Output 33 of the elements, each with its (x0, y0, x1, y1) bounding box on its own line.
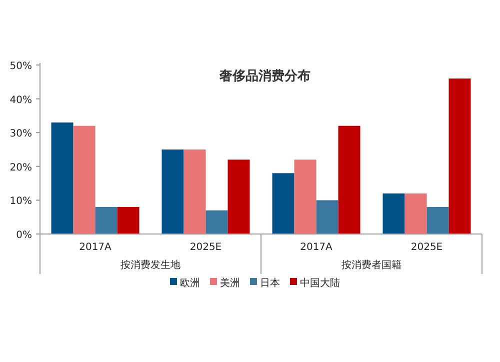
bar (404, 193, 427, 234)
bar (382, 193, 405, 234)
legend-label: 欧洲 (180, 277, 200, 289)
x-tick-label: 2025E (410, 242, 443, 253)
bar (51, 122, 74, 234)
legend-label: 美洲 (220, 277, 240, 289)
bar (448, 78, 471, 234)
legend-label: 中国大陆 (300, 277, 340, 289)
bar (426, 206, 449, 234)
x-tick-label: 2017A (300, 242, 333, 253)
bar (117, 206, 140, 234)
legend-label: 日本 (260, 277, 280, 289)
bar (162, 150, 184, 234)
x-tick-label: 2017A (79, 242, 112, 253)
y-tick-label: 10% (10, 196, 32, 208)
y-tick-label: 40% (10, 94, 32, 106)
bar (73, 126, 96, 234)
bar (338, 126, 360, 234)
bar (228, 160, 250, 234)
y-tick-label: 50% (10, 61, 32, 72)
y-tick-label: 20% (10, 162, 32, 174)
x-tick-label: 2025E (190, 242, 222, 253)
bar (95, 206, 118, 234)
y-tick-label: 0% (16, 230, 32, 241)
bar (294, 160, 316, 234)
chart-title: 奢侈品消费分布 (218, 69, 310, 84)
bar (184, 150, 206, 234)
text: 按消费者国籍 (342, 259, 402, 271)
text: 按消费发生地 (120, 259, 180, 271)
bar (316, 200, 338, 234)
bar (272, 173, 294, 234)
bar (206, 210, 228, 234)
y-tick-label: 30% (10, 128, 32, 140)
